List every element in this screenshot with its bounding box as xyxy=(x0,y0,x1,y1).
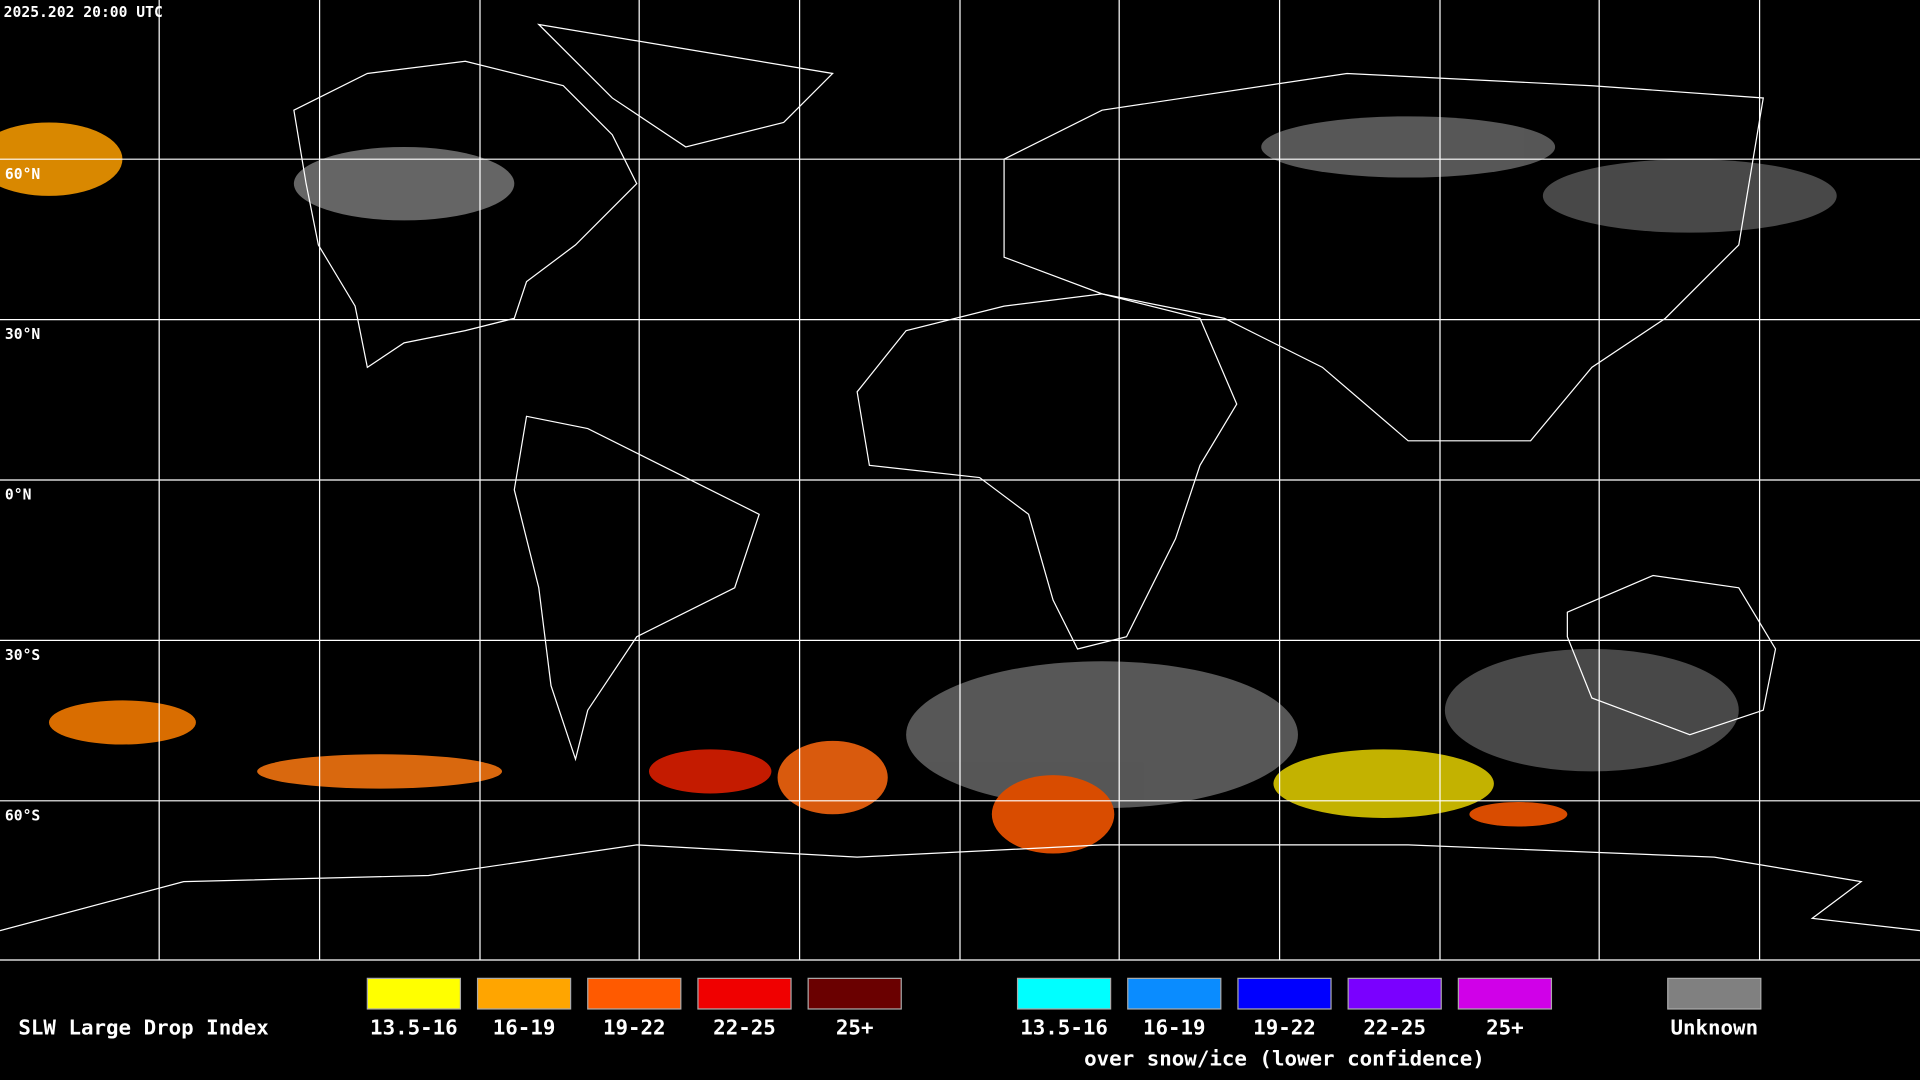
legend-swatch xyxy=(476,977,572,1010)
cloud-patch xyxy=(991,775,1115,854)
legend-note: over snow/ice (lower confidence) xyxy=(1084,1046,1485,1070)
cloud-patch xyxy=(1542,159,1837,233)
coastline xyxy=(1566,574,1777,736)
cloud-patch xyxy=(48,700,196,745)
graticule xyxy=(0,0,1920,960)
timestamp: 2025.202 20:00 UTC xyxy=(4,4,163,21)
cloud-patch xyxy=(257,754,503,789)
cloud-patch xyxy=(1444,648,1739,772)
legend-swatch xyxy=(1127,977,1222,1010)
legend-swatch xyxy=(1347,977,1442,1010)
legend-swatch xyxy=(697,977,792,1010)
latitude-label: 60°N xyxy=(5,166,40,183)
latitude-label: 30°S xyxy=(5,647,40,664)
cloud-patch xyxy=(1469,802,1568,827)
coastline xyxy=(513,415,760,762)
coastline xyxy=(1003,72,1764,442)
cloud-patch xyxy=(906,661,1298,809)
legend-label: Unknown xyxy=(1670,1016,1758,1040)
legend-swatch xyxy=(1016,977,1112,1010)
legend-label: 13.5-16 xyxy=(1020,1016,1108,1040)
coastline xyxy=(856,293,1238,650)
coastlines xyxy=(0,23,1920,932)
coastline xyxy=(293,60,638,369)
coastline xyxy=(0,844,1920,932)
legend-swatch xyxy=(1237,977,1332,1010)
latitude-label: 0°N xyxy=(5,487,32,504)
cloud-patch xyxy=(777,740,888,815)
latitude-label: 30°N xyxy=(5,326,40,343)
legend-title: SLW Large Drop Index xyxy=(18,1016,268,1040)
legend-swatch xyxy=(1457,977,1553,1010)
cloud-patch xyxy=(648,749,772,794)
coastline xyxy=(536,23,834,148)
cloud-patch xyxy=(1261,116,1556,178)
legend-label: 16-19 xyxy=(493,1016,556,1040)
legend-label: 22-25 xyxy=(713,1016,776,1040)
legend-swatch xyxy=(807,977,902,1010)
legend-swatch xyxy=(1667,977,1762,1010)
latitude-label: 60°S xyxy=(5,807,40,824)
legend-label: 13.5-16 xyxy=(370,1016,458,1040)
legend-label: 25+ xyxy=(1486,1016,1524,1040)
legend-label: 25+ xyxy=(836,1016,874,1040)
legend-swatch xyxy=(587,977,682,1010)
legend-label: 19-22 xyxy=(1253,1016,1316,1040)
cloud-patch xyxy=(293,146,515,221)
legend-label: 22-25 xyxy=(1363,1016,1426,1040)
legend-swatch xyxy=(366,977,462,1010)
legend-label: 16-19 xyxy=(1143,1016,1206,1040)
legend-label: 19-22 xyxy=(603,1016,666,1040)
cloud-patch xyxy=(1273,749,1494,818)
